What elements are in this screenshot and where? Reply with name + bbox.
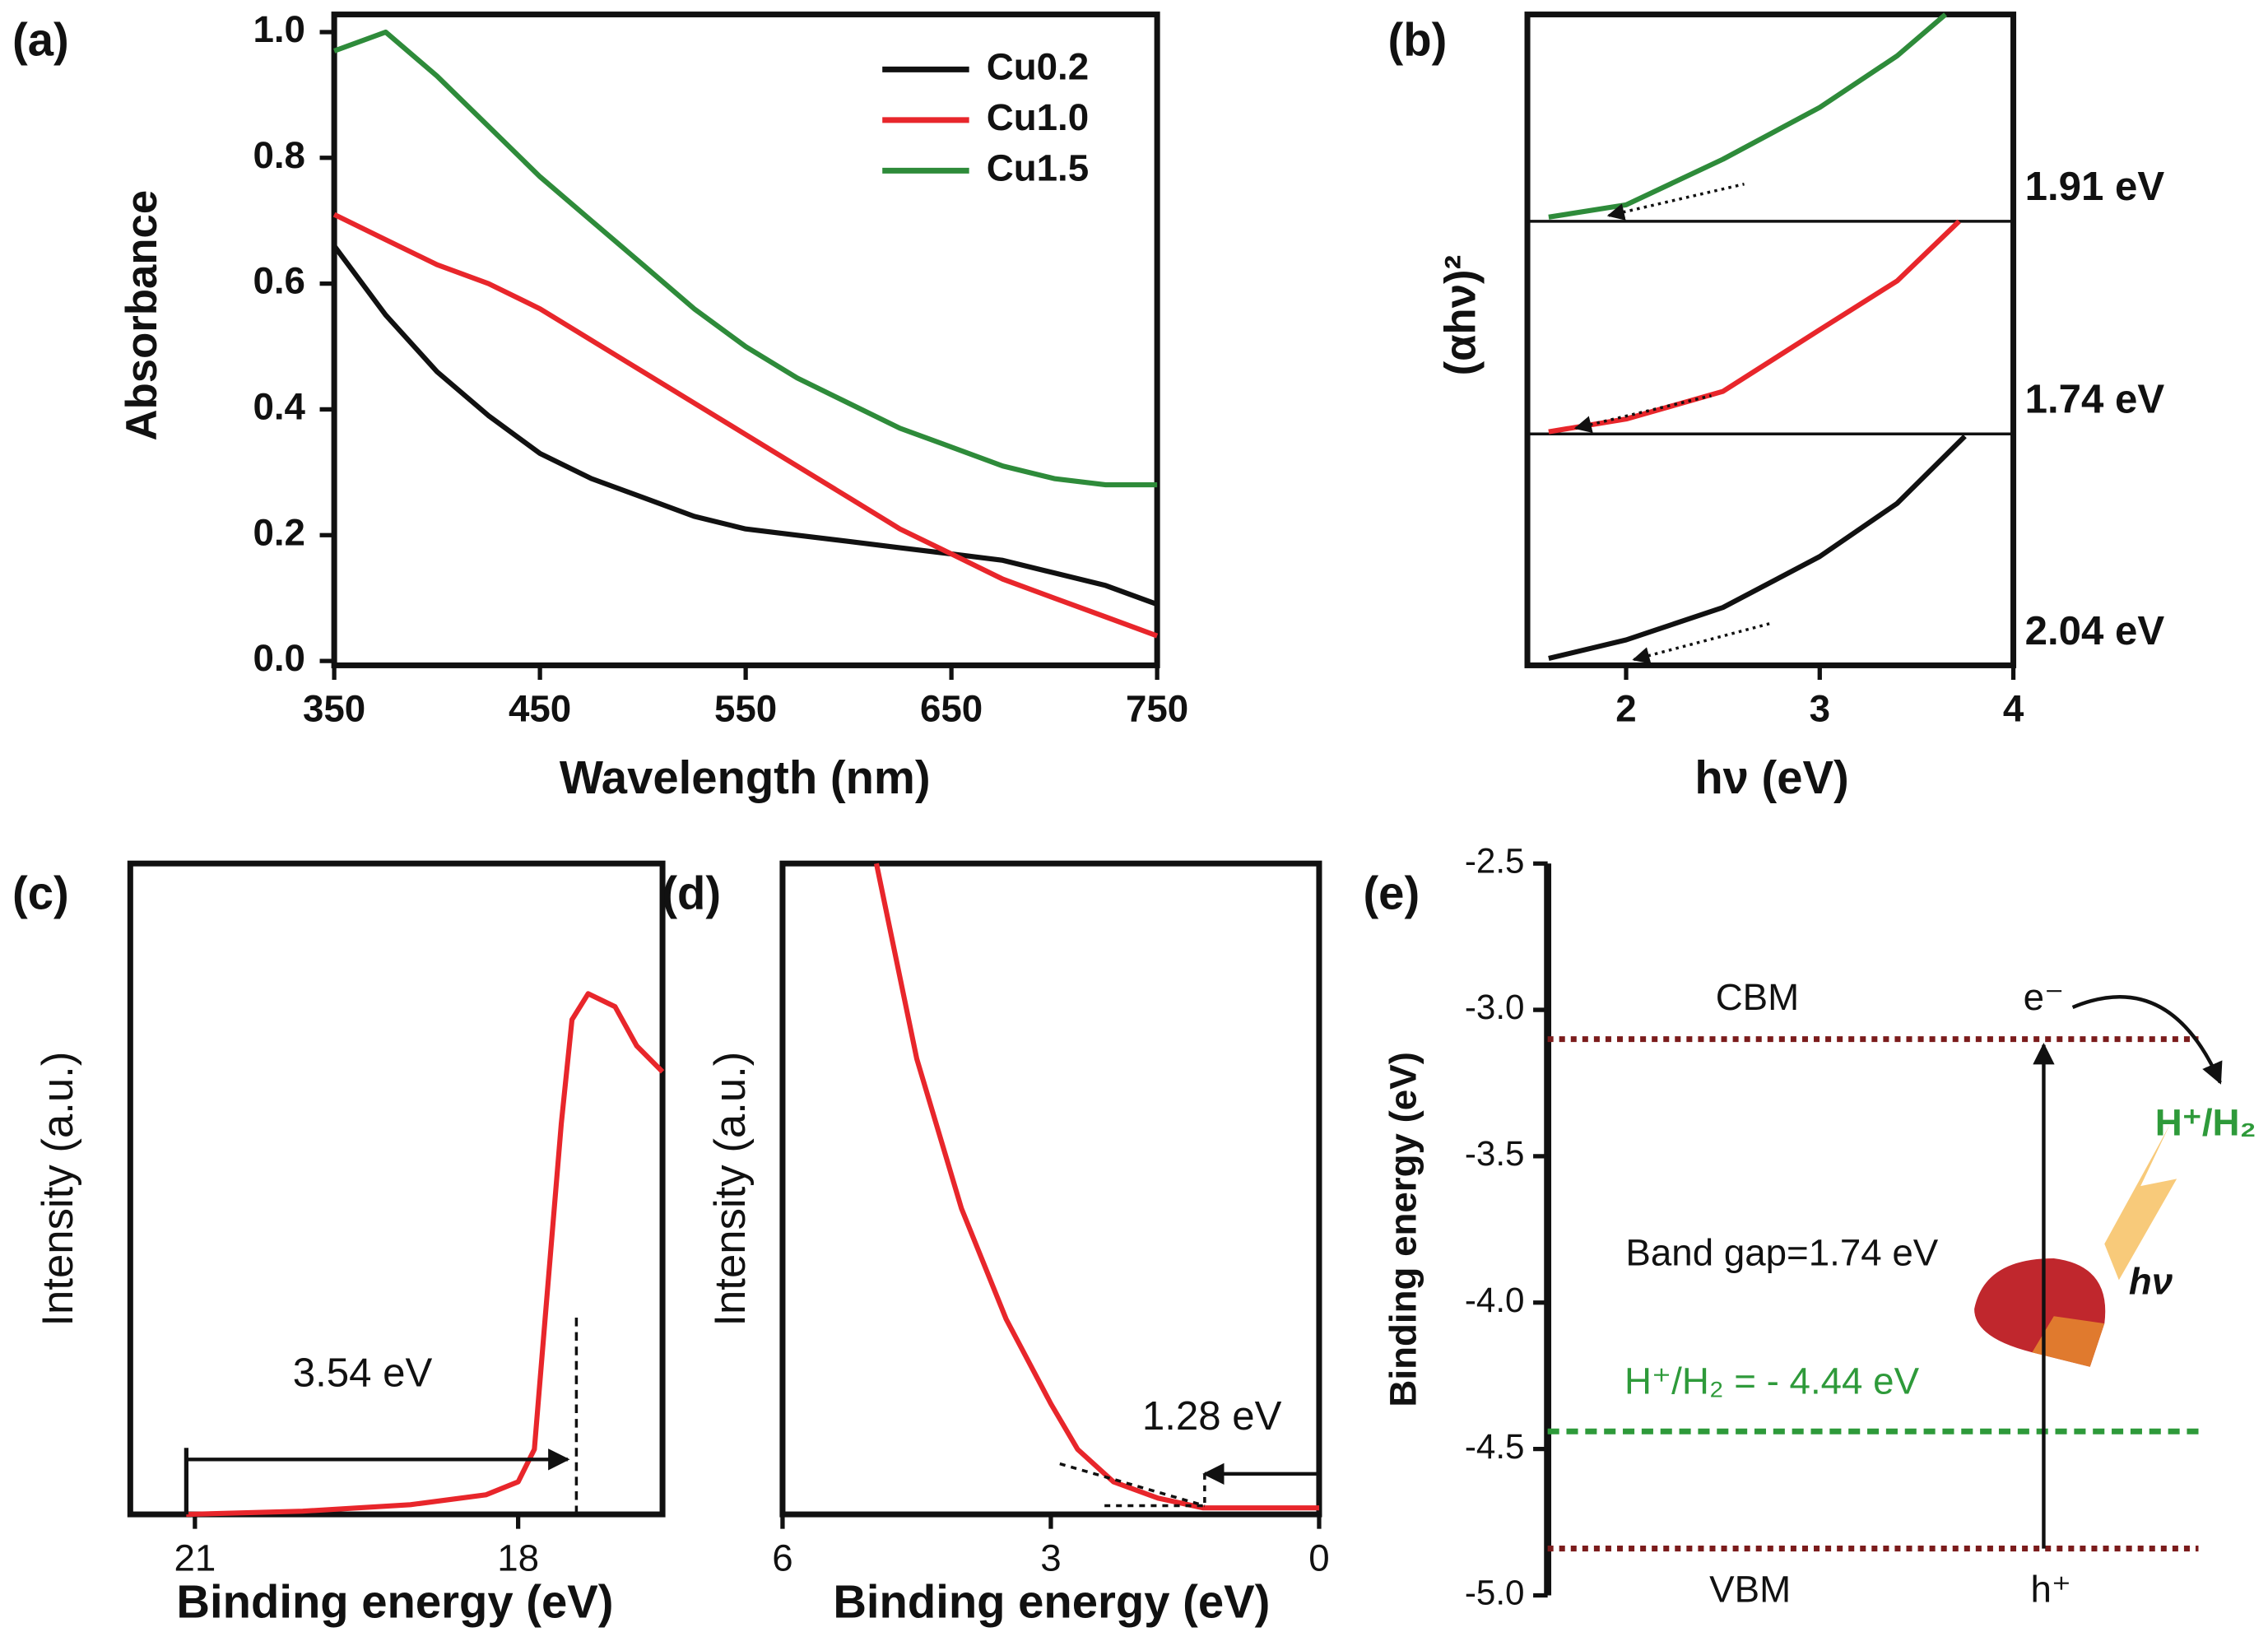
x-tick-label: 450 <box>509 688 571 730</box>
x-tick-label: 18 <box>497 1537 539 1579</box>
x-axis-label: Binding energy (eV) <box>833 1576 1270 1628</box>
y-tick-label: -5.0 <box>1465 1574 1525 1612</box>
band-gap-label: Band gap=1.74 eV <box>1625 1232 1938 1274</box>
data-line <box>332 212 1159 639</box>
data-line <box>186 991 665 1518</box>
x-tick-label: 4 <box>2003 688 2024 730</box>
y-axis-label: Absorbance <box>118 190 166 441</box>
photon-label: hν <box>2129 1261 2173 1303</box>
x-tick-label: 350 <box>303 688 365 730</box>
y-tick-label: 1.0 <box>253 8 305 50</box>
x-tick-label: 6 <box>772 1537 792 1579</box>
data-line <box>1548 12 1948 220</box>
y-axis-label: Binding energy (eV) <box>1382 1052 1424 1407</box>
data-line <box>333 29 1158 488</box>
x-axis-label: hν (eV) <box>1694 751 1848 803</box>
panel-label: (c) <box>12 867 69 918</box>
panel-label: (b) <box>1388 14 1448 66</box>
y-tick-label: -3.0 <box>1465 988 1525 1026</box>
y-tick-label: 0.6 <box>253 260 305 302</box>
y-tick-label: -2.5 <box>1465 841 1525 880</box>
gap-label: 1.91 eV <box>2025 164 2165 209</box>
gap-label: 1.74 eV <box>2025 377 2165 422</box>
plot-frame <box>1524 12 2017 668</box>
x-tick-label: 0 <box>1308 1537 1329 1579</box>
y-axis-label: Intensity (a.u.) <box>34 1052 82 1327</box>
level-label: VBM <box>1709 1568 1791 1610</box>
y-tick-label: -3.5 <box>1465 1134 1525 1173</box>
legend-label: Cu1.0 <box>987 96 1089 138</box>
y-tick-label: 0.2 <box>253 511 305 553</box>
electron-label: e⁻ <box>2024 976 2065 1018</box>
x-tick-label: 650 <box>920 688 983 730</box>
data-line <box>332 244 1159 607</box>
y-axis-label: Intensity (a.u.) <box>706 1052 755 1327</box>
redox-label: H⁺/H₂ <box>2155 1101 2256 1143</box>
legend-label: Cu1.5 <box>987 146 1089 188</box>
tangent-line <box>1059 1462 1206 1508</box>
x-tick-label: 2 <box>1615 688 1636 730</box>
data-line <box>873 863 1319 1511</box>
x-tick-label: 21 <box>174 1537 216 1579</box>
gap-label: 3.54 eV <box>293 1350 433 1395</box>
x-tick-label: 550 <box>714 688 777 730</box>
plot-frame <box>127 860 666 1518</box>
legend-label: Cu0.2 <box>987 45 1089 87</box>
x-tick-label: 3 <box>1810 688 1830 730</box>
x-axis-label: Binding energy (eV) <box>176 1576 613 1628</box>
gap-label: 2.04 eV <box>2025 608 2165 653</box>
panel-label: (e) <box>1363 867 1420 918</box>
y-tick-label: -4.0 <box>1465 1281 1525 1319</box>
x-axis-label: Wavelength (nm) <box>560 751 931 803</box>
x-tick-label: 750 <box>1126 688 1188 730</box>
x-tick-label: 3 <box>1040 1537 1061 1579</box>
tangent-line <box>1606 182 1745 221</box>
transfer-arrow <box>2071 995 2223 1085</box>
data-line <box>1548 434 1967 661</box>
level-label: H⁺/H₂ = - 4.44 eV <box>1624 1360 1920 1402</box>
level-label: CBM <box>1716 976 1800 1018</box>
y-tick-label: -4.5 <box>1465 1427 1525 1466</box>
y-tick-label: 0.4 <box>253 386 305 428</box>
panel-label: (d) <box>662 867 721 918</box>
tangent-line <box>1573 394 1712 434</box>
photocatalyst-icon <box>1974 1125 2177 1367</box>
y-axis-label: (αhν)² <box>1437 255 1485 376</box>
tangent-line <box>1632 622 1770 664</box>
y-tick-label: 0.8 <box>253 134 305 176</box>
hole-label: h⁺ <box>2030 1568 2071 1610</box>
y-tick-label: 0.0 <box>253 637 305 679</box>
gap-label: 1.28 eV <box>1142 1393 1282 1439</box>
data-line <box>1548 219 1961 435</box>
panel-label: (a) <box>12 14 69 66</box>
